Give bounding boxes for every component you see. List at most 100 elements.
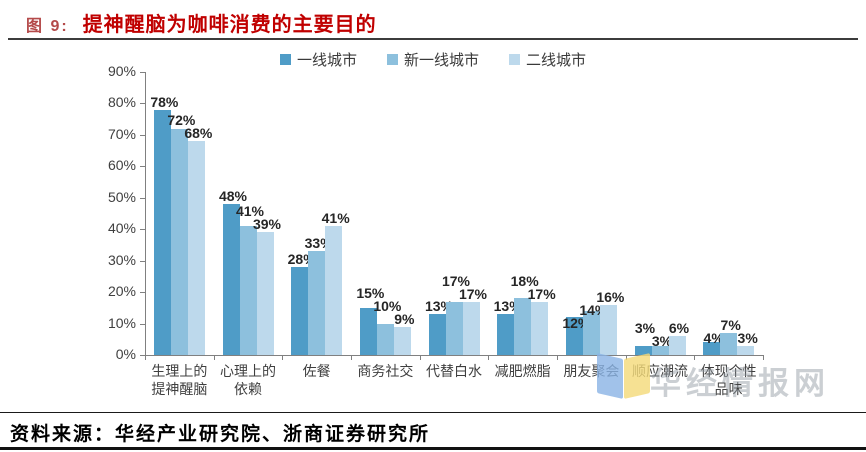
y-axis-tick — [140, 323, 145, 325]
bar — [291, 266, 309, 355]
bar-value-label: 6% — [668, 320, 690, 337]
figure-header: 图 9: 提神醒脑为咖啡消费的主要目的 — [26, 8, 377, 37]
legend-item: 一线城市 — [279, 49, 357, 70]
bar-value-label: 41% — [321, 210, 350, 227]
bar — [582, 310, 600, 355]
x-axis-line — [145, 355, 763, 356]
x-axis-tick — [694, 355, 696, 360]
bar-value-label: 41% — [235, 203, 265, 220]
bar-value-label: 17% — [441, 272, 471, 289]
bar — [153, 109, 171, 355]
bar-value-label: 7% — [720, 316, 741, 333]
bar — [703, 342, 721, 355]
bar — [428, 314, 446, 355]
y-tick-label: 40% — [107, 220, 136, 237]
x-axis-tick — [282, 355, 284, 360]
x-axis-tick — [557, 355, 558, 360]
bar-value-label: 16% — [596, 288, 625, 305]
bar — [462, 301, 480, 355]
bar — [668, 336, 686, 355]
x-category-label: 佐餐 — [302, 363, 331, 379]
bar-value-label: 39% — [252, 216, 282, 233]
x-category-label: 减肥燃脂 — [494, 363, 551, 379]
y-axis-tick — [140, 72, 145, 73]
bar — [497, 314, 515, 355]
bar — [256, 232, 274, 355]
bar-value-label: 15% — [356, 284, 385, 301]
bar-value-label: 10% — [373, 297, 402, 314]
y-axis-tick — [140, 103, 145, 105]
legend-item: 新一线城市 — [386, 49, 479, 70]
y-tick-label: 30% — [107, 251, 136, 268]
bar — [187, 141, 205, 355]
y-axis-tick — [140, 355, 145, 356]
bar-value-label: 3% — [634, 320, 656, 337]
bar — [514, 298, 532, 355]
legend-label: 新一线城市 — [403, 52, 479, 69]
bar — [239, 226, 257, 355]
chart-legend: 一线城市 新一线城市 二线城市 — [0, 49, 866, 70]
y-axis-line — [145, 72, 146, 355]
bar — [565, 317, 583, 355]
figure-title: 提神醒脑为咖啡消费的主要目的 — [82, 14, 377, 36]
footer-divider-bottom — [0, 447, 866, 450]
x-axis-tick — [351, 355, 352, 360]
y-tick-label: 80% — [107, 94, 136, 111]
x-axis-tick — [213, 355, 215, 360]
legend-marker-icon — [386, 54, 398, 65]
y-tick-label: 0% — [115, 346, 136, 362]
legend-label: 二线城市 — [526, 52, 587, 69]
bar-value-label: 68% — [184, 125, 213, 142]
bar-value-label: 4% — [703, 329, 724, 346]
x-category-label: 生理上的 提神醒脑 — [151, 363, 208, 398]
y-tick-label: 20% — [107, 283, 136, 300]
y-axis-tick — [140, 292, 145, 294]
x-axis-tick — [488, 355, 490, 360]
bar — [651, 345, 669, 355]
watermark-logo-left-page — [597, 352, 623, 400]
y-axis-tick — [140, 166, 145, 168]
y-axis-tick — [140, 197, 145, 199]
bar-value-label: 78% — [150, 93, 179, 110]
legend-marker-icon — [509, 54, 520, 65]
y-axis-tick — [140, 260, 145, 262]
bar — [222, 204, 240, 355]
y-tick-label: 70% — [107, 125, 136, 142]
bar-value-label: 18% — [510, 272, 539, 289]
bar-value-label: 17% — [527, 285, 556, 302]
y-axis-tick — [140, 134, 145, 136]
watermark-logo-icon — [594, 349, 656, 403]
bar — [634, 345, 652, 355]
source-note: 资料来源：华经产业研究院、浙商证券研究所 — [10, 424, 431, 445]
legend-item: 二线城市 — [509, 49, 586, 70]
x-axis-tick — [419, 355, 421, 360]
bar — [376, 323, 394, 355]
bar — [599, 304, 617, 355]
x-axis-tick — [763, 355, 764, 360]
title-divider — [8, 38, 858, 40]
watermark-text: 华经情报网 — [650, 366, 830, 401]
x-axis-tick — [145, 355, 146, 360]
bar — [308, 251, 326, 355]
x-category-label: 心理上的 依赖 — [220, 363, 276, 398]
footer-divider-top — [0, 412, 866, 413]
x-category-label: 体现个性 品味 — [700, 363, 757, 398]
bar — [393, 326, 411, 355]
bar-value-label: 72% — [167, 112, 196, 129]
bar — [445, 301, 463, 355]
bar — [170, 128, 188, 355]
x-category-label: 代替白水 — [426, 363, 482, 379]
y-tick-label: 90% — [107, 63, 136, 79]
figure-number: 图 9: — [26, 18, 69, 35]
bar — [359, 307, 377, 355]
bar-value-label: 3% — [651, 333, 673, 350]
x-category-label: 商务社交 — [357, 363, 414, 379]
y-tick-label: 60% — [107, 157, 136, 174]
bar — [737, 345, 755, 355]
bar — [720, 332, 738, 355]
watermark-logo-right-page — [624, 352, 650, 400]
bar-value-label: 9% — [394, 310, 415, 327]
bar-value-label: 3% — [737, 329, 758, 346]
